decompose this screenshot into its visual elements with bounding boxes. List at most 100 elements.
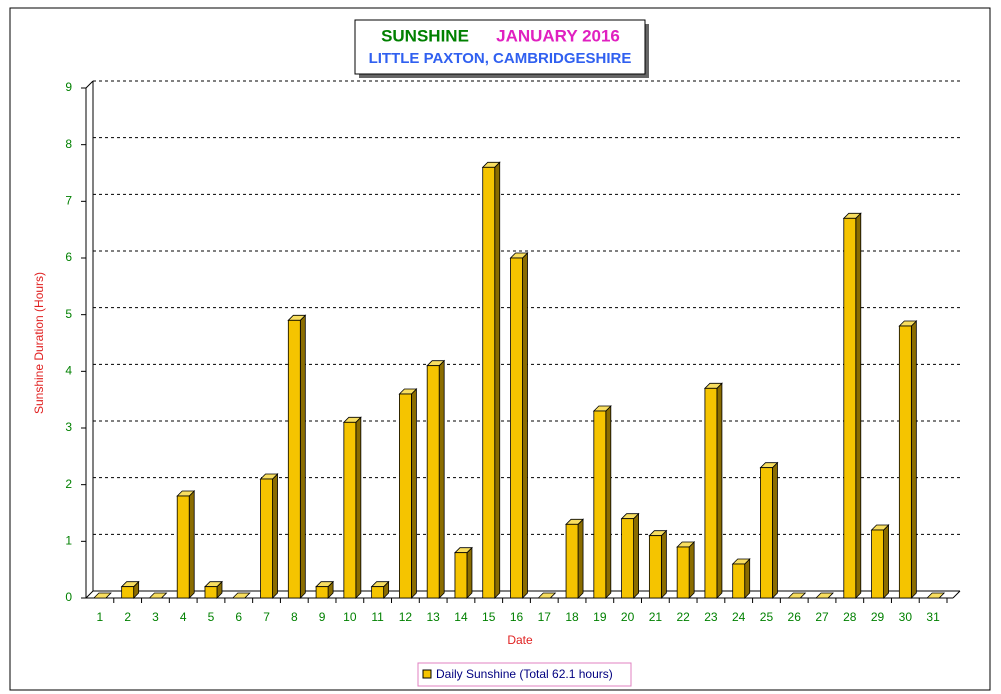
x-tick-label: 29	[871, 610, 885, 624]
bar	[92, 592, 112, 599]
bar-side	[688, 541, 695, 599]
y-tick-label: 2	[65, 477, 72, 491]
bar-top	[231, 592, 251, 599]
bar-front	[204, 586, 218, 599]
y-tick-label: 1	[65, 534, 72, 548]
x-tick-label: 24	[732, 610, 746, 624]
x-tick-label: 5	[208, 610, 215, 624]
y-tick-label: 9	[65, 80, 72, 94]
x-tick-label: 25	[760, 610, 774, 624]
bar-front	[176, 495, 190, 599]
bar-top	[537, 592, 557, 599]
bar	[815, 592, 834, 599]
bar-front	[121, 586, 135, 599]
bar	[703, 382, 723, 599]
bar-side	[660, 529, 667, 599]
x-tick-label: 13	[426, 610, 440, 624]
bar	[259, 473, 279, 599]
x-axis-label: Date	[507, 633, 533, 647]
bar	[648, 529, 668, 599]
bar-side	[522, 252, 528, 599]
bar	[370, 580, 390, 599]
bar-front	[343, 421, 357, 599]
bar-side	[772, 461, 778, 599]
bar-side	[272, 473, 278, 599]
bar	[204, 580, 223, 599]
x-tick-label: 6	[235, 610, 242, 624]
bar	[231, 592, 251, 599]
y-tick-label: 5	[65, 307, 72, 321]
x-tick-label: 14	[454, 610, 468, 624]
bar-front	[704, 387, 718, 599]
bar-side	[188, 490, 195, 599]
y-axis-label: Sunshine Duration (Hours)	[32, 272, 46, 414]
y-tick-label: 7	[65, 194, 72, 208]
x-tick-label: 8	[291, 610, 298, 624]
bar	[842, 212, 862, 599]
bar-front	[843, 217, 857, 599]
bar-side	[716, 382, 723, 599]
bar-top	[926, 592, 946, 599]
bar-front	[565, 523, 579, 599]
bar-front	[482, 166, 496, 599]
bar-front	[454, 552, 468, 599]
x-tick-label: 26	[788, 610, 802, 624]
bar	[315, 580, 335, 599]
x-tick-label: 27	[815, 610, 829, 624]
x-tick-label: 15	[482, 610, 496, 624]
bar-front	[426, 365, 440, 599]
bar	[620, 512, 640, 599]
floor-left-edge	[85, 590, 94, 599]
chart-title: SUNSHINE	[381, 26, 469, 45]
bar-front	[315, 586, 329, 599]
bar-front	[732, 563, 746, 599]
x-tick-label: 1	[97, 610, 104, 624]
x-tick-label: 12	[399, 610, 413, 624]
bar	[759, 461, 779, 599]
x-tick-label: 2	[124, 610, 131, 624]
x-tick-label: 19	[593, 610, 607, 624]
bar-side	[605, 405, 612, 599]
x-tick-label: 4	[180, 610, 187, 624]
bar-side	[883, 524, 889, 599]
y-tick-label: 3	[65, 420, 72, 434]
x-tick-label: 16	[510, 610, 524, 624]
bar-side	[438, 359, 445, 599]
bar-front	[287, 319, 301, 599]
title-box	[354, 19, 646, 75]
floor-right-edge	[952, 590, 961, 599]
bar	[537, 592, 557, 599]
x-tick-label: 28	[843, 610, 857, 624]
bar	[120, 580, 140, 599]
y-tick-label: 6	[65, 250, 72, 264]
bar	[509, 252, 529, 599]
bar-side	[633, 512, 639, 599]
x-tick-label: 23	[704, 610, 718, 624]
bar	[148, 592, 168, 599]
x-tick-label: 20	[621, 610, 635, 624]
bar-front	[510, 257, 523, 599]
bar-top	[92, 592, 112, 599]
bar-side	[855, 212, 862, 599]
legend-swatch	[422, 669, 432, 679]
bar	[176, 490, 196, 599]
bar-top	[815, 592, 834, 599]
x-tick-label: 7	[263, 610, 270, 624]
y-tick-label: 8	[65, 137, 72, 151]
bar-side	[744, 558, 751, 599]
legend-box	[417, 662, 632, 687]
wall-top-edge	[85, 80, 94, 89]
bar-top	[148, 592, 168, 599]
y-tick-label: 4	[65, 364, 72, 378]
bar-front	[371, 586, 385, 599]
bar	[398, 388, 418, 599]
x-tick-label: 22	[676, 610, 690, 624]
bar-top	[787, 592, 807, 599]
bar-front	[871, 529, 884, 599]
bar-front	[621, 518, 634, 599]
bar-front	[760, 467, 773, 599]
bar-front	[676, 546, 690, 599]
bar	[926, 592, 946, 599]
y-tick-label: 0	[65, 590, 72, 604]
